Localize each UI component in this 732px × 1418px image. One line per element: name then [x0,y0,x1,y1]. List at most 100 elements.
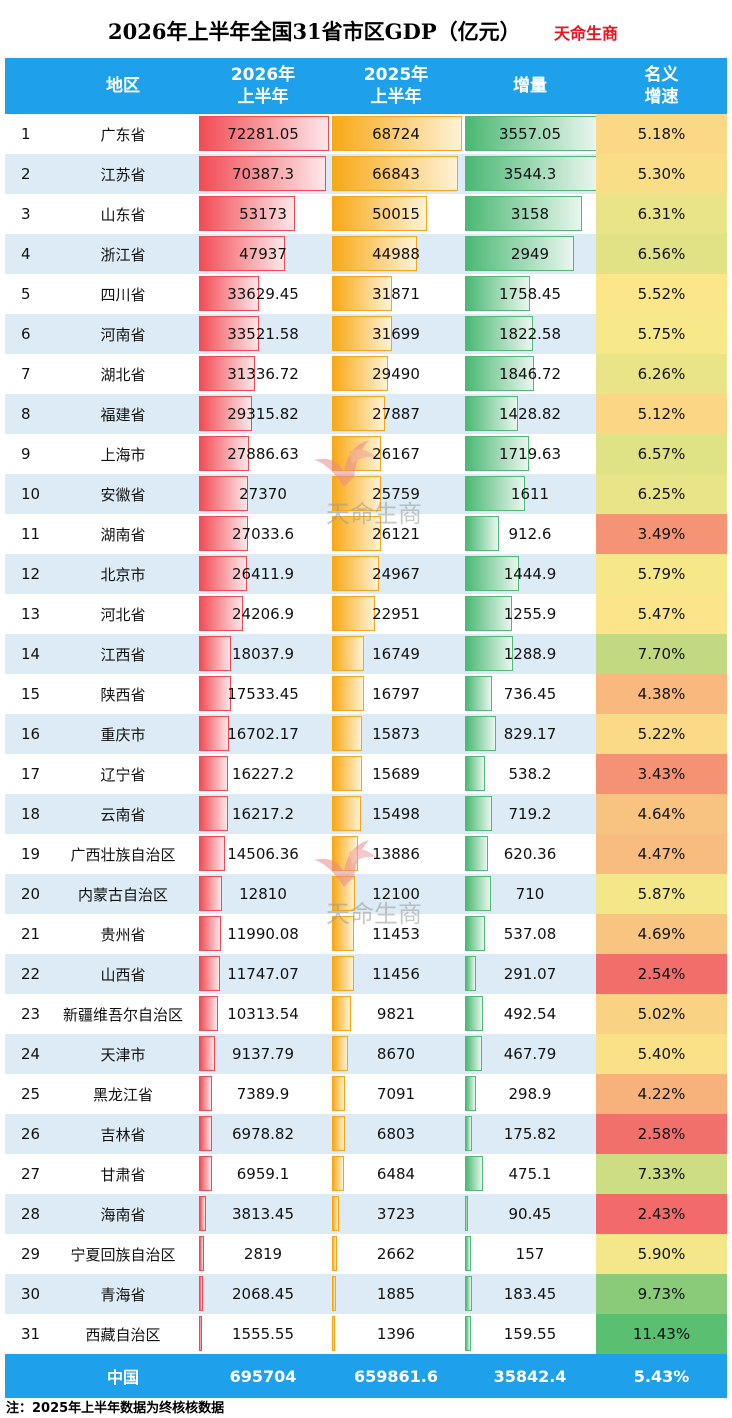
bar-v2025 [332,716,363,751]
cell-v2026: 1555.55 [199,1314,327,1354]
value-inc: 90.45 [508,1205,552,1223]
cell-v2026: 7389.9 [199,1074,327,1114]
bar-v2025 [332,1196,340,1231]
value-v2026: 2068.45 [231,1285,295,1303]
value-v2025: 27887 [372,405,420,423]
cell-v2025: 31871 [332,274,460,314]
bar-inc [465,916,485,951]
row-rank: 26 [21,1125,41,1143]
table-row: 18 云南省 16217.2 15498 719.2 4.64% [5,794,727,834]
cell-v2025: 24967 [332,554,460,594]
cell-v2026: 18037.9 [199,634,327,674]
value-v2025: 31699 [372,325,420,343]
value-v2026: 70387.3 [231,165,295,183]
table-row: 3 山东省 53173 50015 3158 6.31% [5,194,727,234]
value-v2026: 2819 [243,1245,283,1263]
table-row: 30 青海省 2068.45 1885 183.45 9.73% [5,1274,727,1314]
row-region-name: 海南省 [100,1205,146,1224]
table-row: 13 河北省 24206.9 22951 1255.9 5.47% [5,594,727,634]
value-inc: 159.55 [503,1325,557,1343]
cell-v2025: 26167 [332,434,460,474]
total-increase: 35842.4 [493,1366,567,1386]
cell-v2026: 29315.82 [199,394,327,434]
value-inc: 291.07 [503,965,557,983]
row-rate: 5.22% [596,714,727,754]
row-region-name: 湖北省 [100,365,146,384]
cell-inc: 1444.9 [465,554,595,594]
bar-v2026 [199,1036,216,1071]
value-v2026: 6978.82 [231,1125,295,1143]
row-rank: 23 [21,1005,41,1023]
row-region-name: 福建省 [100,405,146,424]
cell-v2025: 31699 [332,314,460,354]
cell-inc: 829.17 [465,714,595,754]
cell-v2026: 70387.3 [199,154,327,194]
bar-v2026 [199,276,260,311]
cell-v2025: 1396 [332,1314,460,1354]
row-rate: 5.30% [596,154,727,194]
value-inc: 829.17 [503,725,557,743]
table-row: 9 上海市 27886.63 26167 1719.63 6.57% [5,434,727,474]
bar-v2026 [199,516,248,551]
cell-inc: 475.1 [465,1154,595,1194]
bar-inc [465,396,519,431]
value-v2025: 11453 [372,925,420,943]
bar-v2025 [332,1236,338,1271]
value-inc: 475.1 [508,1165,552,1183]
cell-v2026: 9137.79 [199,1034,327,1074]
value-v2026: 24206.9 [231,605,295,623]
value-v2026: 27370 [239,485,287,503]
bar-v2026 [199,476,249,511]
bar-inc [465,1116,472,1151]
row-region-name: 甘肃省 [100,1165,146,1184]
cell-inc: 1428.82 [465,394,595,434]
bar-v2025 [332,276,393,311]
cell-v2025: 7091 [332,1074,460,1114]
row-region-name: 河北省 [100,605,146,624]
value-v2026: 31336.72 [227,365,299,383]
row-region-name: 天津市 [100,1045,146,1064]
cell-v2026: 6959.1 [199,1154,327,1194]
bar-v2026 [199,316,260,351]
row-rank: 7 [21,365,31,383]
row-rank: 13 [21,605,41,623]
brand-label: 天命生商 [554,24,619,43]
value-v2026: 6959.1 [236,1165,290,1183]
value-v2025: 15498 [372,805,420,823]
row-rate: 5.40% [596,1034,727,1074]
value-v2026: 47937 [239,245,287,263]
table-row: 28 海南省 3813.45 3723 90.45 2.43% [5,1194,727,1234]
row-rank: 20 [21,885,41,903]
cell-inc: 183.45 [465,1274,595,1314]
cell-v2025: 22951 [332,594,460,634]
cell-v2025: 13886 [332,834,460,874]
table-row: 5 四川省 33629.45 31871 1758.45 5.52% [5,274,727,314]
bar-v2026 [199,396,252,431]
bar-v2025 [332,516,382,551]
row-rate: 3.43% [596,754,727,794]
value-v2025: 6484 [376,1165,416,1183]
bar-v2026 [199,636,232,671]
value-v2025: 15689 [372,765,420,783]
value-v2026: 17533.45 [227,685,299,703]
cell-v2025: 6803 [332,1114,460,1154]
cell-inc: 710 [465,874,595,914]
cell-v2026: 14506.36 [199,834,327,874]
table-row: 25 黑龙江省 7389.9 7091 298.9 4.22% [5,1074,727,1114]
bar-v2026 [199,1276,203,1311]
cell-v2026: 31336.72 [199,354,327,394]
bar-v2025 [332,796,362,831]
bar-v2025 [332,1156,345,1191]
row-rank: 25 [21,1085,41,1103]
bar-inc [465,476,525,511]
cell-inc: 1288.9 [465,634,595,674]
title-bar: 2026年上半年全国31省市区GDP（亿元） 天命生商 [0,0,732,58]
value-v2025: 3723 [376,1205,416,1223]
row-rank: 5 [21,285,31,303]
cell-inc: 1611 [465,474,595,514]
value-v2026: 7389.9 [236,1085,290,1103]
bar-v2025 [332,156,459,191]
bar-v2026 [199,1116,212,1151]
value-v2026: 11747.07 [227,965,299,983]
cell-v2025: 44988 [332,234,460,274]
